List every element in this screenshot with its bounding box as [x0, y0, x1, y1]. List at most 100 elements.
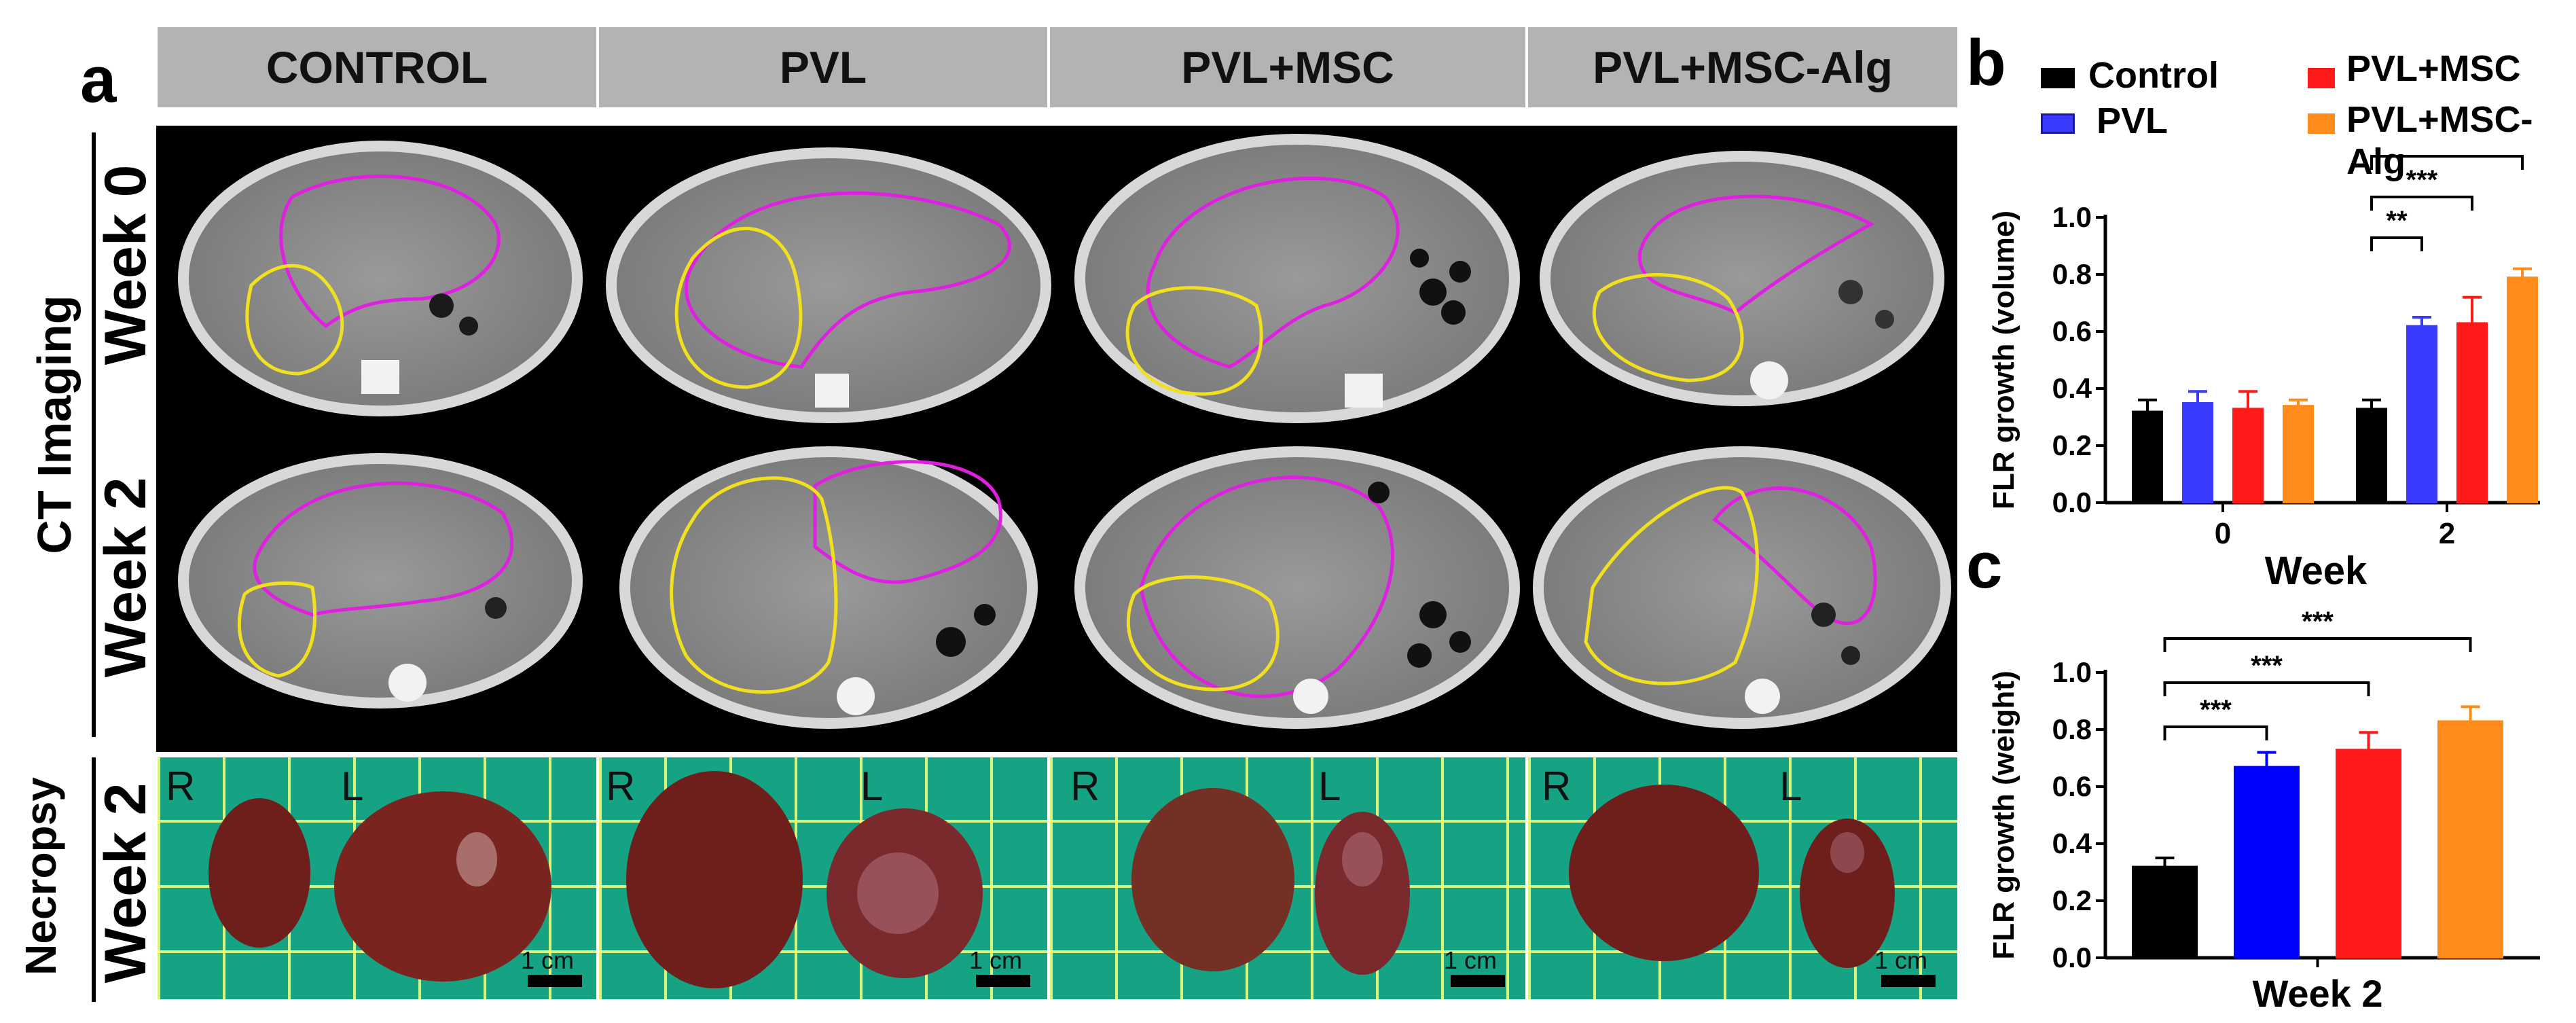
scale-bar: [976, 975, 1030, 987]
ct-pvl-msc-alg-week0: [1540, 151, 1944, 406]
lobe-left-label: L: [1779, 764, 1802, 809]
lobe-right-label: R: [1070, 764, 1100, 809]
ct-pvl-week2: [619, 446, 1038, 729]
panel-a-letter: a: [80, 43, 117, 116]
significance-label: ***: [2302, 607, 2334, 636]
panel-b-letter: b: [1966, 26, 2006, 99]
column-header-pvl-msc-alg: PVL+MSC-Alg: [1528, 27, 1957, 107]
ct-imaging-panel: [156, 126, 1957, 752]
bar-control: [2132, 865, 2198, 958]
bar-pvl-msc-alg-week-0: [2283, 405, 2314, 504]
lobe-right-label: R: [606, 764, 636, 809]
scale-label: 1 cm: [969, 946, 1023, 974]
y-tick-label: 0.0: [2052, 486, 2092, 518]
lobe-right-label: R: [166, 764, 196, 809]
significance-label: ***: [2431, 143, 2463, 154]
y-tick-label: 0.2: [2052, 884, 2092, 916]
legend-label-pvl-msc-alg: PVL+MSC-Alg: [2346, 99, 2533, 182]
legend-label-pvl-msc: PVL+MSC: [2346, 48, 2521, 89]
y-tick-label: 0.6: [2052, 315, 2092, 347]
lobe-right-label: R: [1542, 764, 1572, 809]
y-tick-label: 1.0: [2052, 201, 2092, 233]
y-tick-label: 0.0: [2052, 941, 2092, 973]
bar-pvl: [2234, 766, 2300, 958]
ct-pvl-msc-week0: [1074, 134, 1520, 423]
lobe-left-label: L: [1318, 764, 1341, 809]
scale-bar: [1881, 975, 1936, 987]
row-separator: [92, 132, 96, 737]
bar-control-week-0: [2132, 410, 2163, 503]
bar-pvl-week-2: [2406, 325, 2437, 503]
bar-pvl-week-0: [2182, 402, 2213, 503]
ct-pvl-msc-alg-week2: [1533, 446, 1951, 729]
y-tick-label: 0.8: [2052, 258, 2092, 290]
scale-label: 1 cm: [1444, 946, 1498, 974]
liver-specimens: [626, 771, 983, 988]
legend: Control PVL PVL+MSC PVL+MSC-Alg: [2034, 37, 2571, 182]
legend-swatch-pvl: [2041, 113, 2075, 134]
ct-pvl-week0: [606, 147, 1051, 423]
bar-pvl-msc-week-0: [2232, 408, 2264, 503]
bar-pvl-msc-week-2: [2456, 322, 2488, 503]
legend-swatch-pvl-msc-alg: [2308, 113, 2335, 134]
y-axis-label: FLR growth (volume): [1987, 211, 2020, 509]
significance-label: ***: [2200, 695, 2232, 725]
chart-flr-volume: 0.0 0.2 0.4 0.6 0.8 1.0 FLR growth (volume) 0 2 W…: [1987, 143, 2540, 593]
bar-pvl-msc-alg-week-2: [2507, 276, 2538, 503]
row-group-ct-imaging: CT Imaging: [28, 295, 81, 554]
liver-specimens: [1569, 785, 1895, 968]
significance-bracket: [2370, 155, 2524, 170]
row-label-week0: Week 0: [92, 164, 158, 365]
y-tick-label: 1.0: [2052, 656, 2092, 688]
x-axis-label: Week: [2265, 549, 2368, 593]
row-separator-necropsy: [92, 757, 96, 1002]
legend-swatch-pvl-msc: [2308, 68, 2335, 88]
y-tick-label: 0.4: [2052, 827, 2092, 859]
bar-pvl-msc-alg: [2437, 720, 2503, 958]
x-tick-label: 0: [2215, 517, 2231, 550]
ct-control-week2: [178, 453, 583, 708]
panel-c-letter: c: [1966, 529, 2003, 602]
significance-bracket: [2370, 236, 2423, 251]
column-header-pvl-msc: PVL+MSC: [1050, 27, 1525, 107]
liver-specimens: [208, 791, 551, 982]
scale-label: 1 cm: [1874, 946, 1928, 974]
row-label-week2-necropsy: Week 2: [92, 783, 158, 984]
bar-pvl-msc: [2336, 749, 2401, 958]
significance-bracket: [2370, 196, 2473, 211]
y-tick-label: 0.4: [2052, 372, 2092, 404]
column-header-control: CONTROL: [158, 27, 596, 107]
scale-bar: [528, 975, 582, 987]
legend-label-control: Control: [2088, 55, 2219, 96]
y-tick-label: 0.2: [2052, 429, 2092, 461]
y-tick-label: 0.8: [2052, 713, 2092, 745]
ct-scans: [178, 134, 1951, 729]
significance-label: ***: [2406, 165, 2438, 195]
liver-specimens: [1131, 788, 1410, 975]
x-axis-label: Week 2: [2253, 972, 2383, 1015]
necropsy-pvl: R L 1 cm: [599, 757, 1047, 999]
significance-bracket: [2163, 681, 2370, 696]
ct-pvl-msc-week2: [1074, 446, 1520, 729]
significance-bracket: [2163, 637, 2472, 652]
significance-bracket: [2163, 725, 2268, 740]
chart-flr-weight: 0.0 0.2 0.4 0.6 0.8 1.0 FLR growth (weight) Wee…: [1987, 607, 2540, 1015]
ct-control-week0: [178, 141, 583, 416]
x-tick-label: 2: [2439, 517, 2455, 550]
lobe-left-label: L: [341, 764, 364, 809]
necropsy-control: R L 1 cm: [158, 757, 596, 999]
y-tick-label: 0.6: [2052, 770, 2092, 802]
bar-control-week-2: [2356, 408, 2387, 503]
necropsy-pvl-msc-alg: R L 1 cm: [1528, 757, 1957, 999]
column-header-pvl: PVL: [599, 27, 1047, 107]
scale-label: 1 cm: [521, 946, 575, 974]
necropsy-pvl-msc: R L 1 cm: [1050, 757, 1525, 999]
y-axis-label: FLR growth (weight): [1987, 670, 2020, 959]
significance-label: ***: [2251, 651, 2283, 681]
legend-swatch-control: [2041, 68, 2075, 88]
legend-label-pvl: PVL: [2097, 101, 2169, 141]
significance-label: **: [2386, 206, 2408, 236]
row-group-necropsy: Necropsy: [16, 777, 65, 975]
row-label-week2-ct: Week 2: [92, 477, 158, 678]
lobe-left-label: L: [860, 764, 884, 809]
